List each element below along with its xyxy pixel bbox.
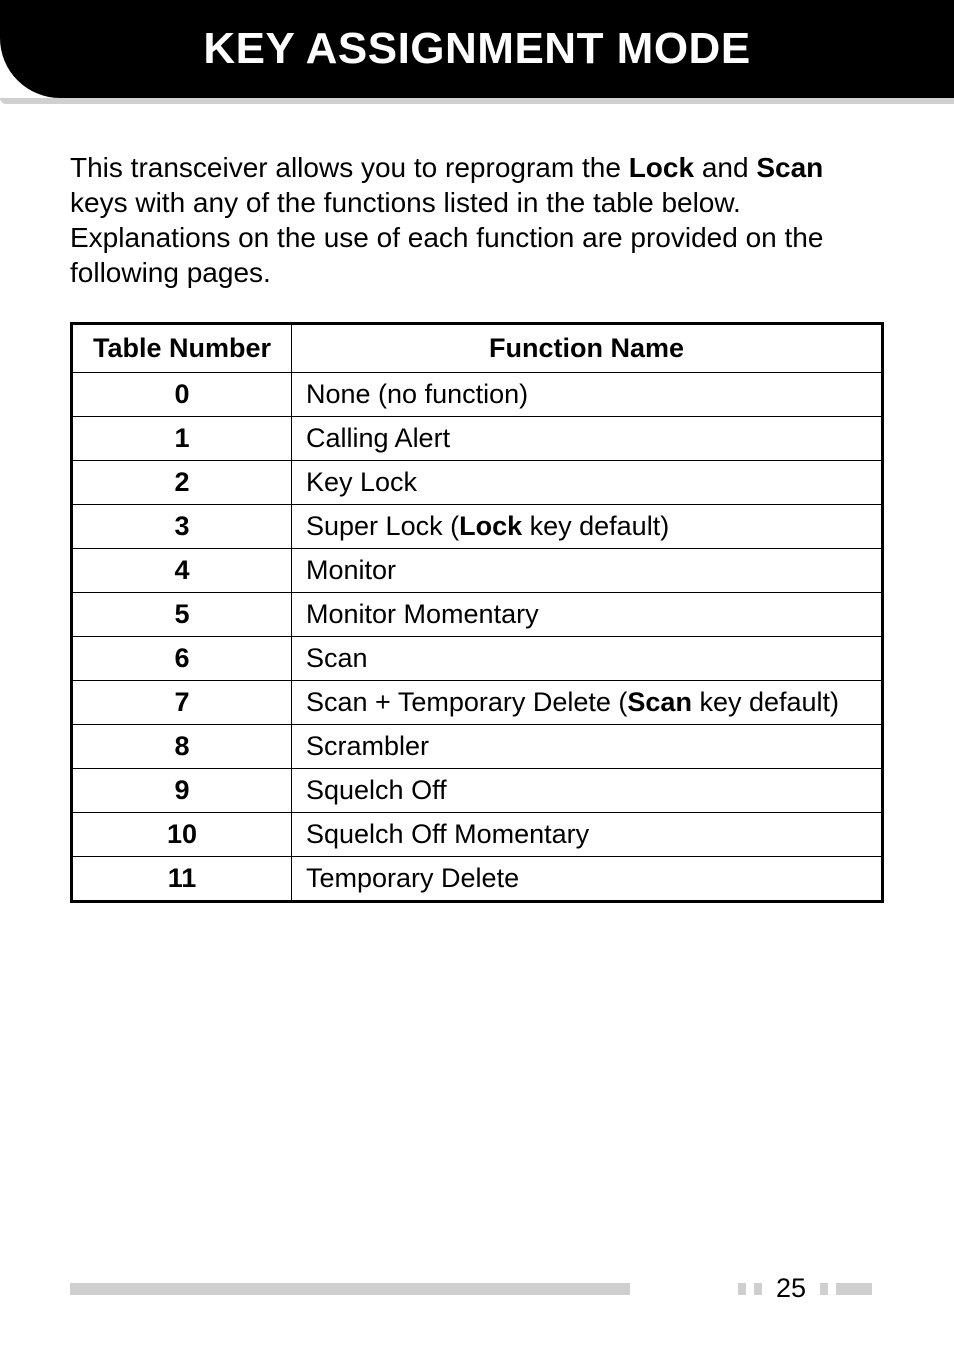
footer-ticks-right <box>820 1283 872 1295</box>
table-cell-number: 6 <box>72 637 292 681</box>
table-cell-number: 7 <box>72 681 292 725</box>
table-row: 2 Key Lock <box>72 461 883 505</box>
table-row: 9 Squelch Off <box>72 769 883 813</box>
table-cell-name: Monitor Momentary <box>292 593 883 637</box>
table-row: 3 Super Lock (Lock key default) <box>72 505 883 549</box>
table-row: 1 Calling Alert <box>72 417 883 461</box>
cell-text: Calling Alert <box>306 423 450 453</box>
intro-text: and <box>694 152 756 183</box>
table-row: 0 None (no function) <box>72 373 883 417</box>
table-cell-name: Scan + Temporary Delete (Scan key defaul… <box>292 681 883 725</box>
footer-tick-icon <box>836 1283 872 1295</box>
table-cell-name: Scrambler <box>292 725 883 769</box>
footer-rule <box>70 1283 630 1295</box>
table-cell-number: 3 <box>72 505 292 549</box>
intro-bold-scan: Scan <box>756 152 823 183</box>
function-table: Table Number Function Name 0 None (no fu… <box>70 322 884 903</box>
table-cell-name: Squelch Off <box>292 769 883 813</box>
cell-text: key default) <box>692 687 839 717</box>
page-number: 25 <box>776 1273 806 1304</box>
cell-text: key default) <box>522 511 669 541</box>
page-content: This transceiver allows you to reprogram… <box>0 98 954 903</box>
page-footer: 25 <box>0 1277 954 1301</box>
intro-paragraph: This transceiver allows you to reprogram… <box>70 150 884 290</box>
cell-text: Scrambler <box>306 731 429 761</box>
cell-text: Super Lock ( <box>306 511 459 541</box>
cell-text: Scan <box>306 643 368 673</box>
cell-bold: Scan <box>627 687 692 717</box>
table-cell-name: Temporary Delete <box>292 857 883 902</box>
table-cell-number: 0 <box>72 373 292 417</box>
cell-text: Temporary Delete <box>306 863 519 893</box>
table-row: 6 Scan <box>72 637 883 681</box>
table-cell-name: Calling Alert <box>292 417 883 461</box>
cell-text: None (no function) <box>306 379 528 409</box>
cell-text: Key Lock <box>306 467 417 497</box>
header-band: KEY ASSIGNMENT MODE <box>0 0 954 98</box>
table-row: 4 Monitor <box>72 549 883 593</box>
footer-tick-icon <box>738 1283 746 1295</box>
page-title: KEY ASSIGNMENT MODE <box>203 24 750 74</box>
table-row: 7 Scan + Temporary Delete (Scan key defa… <box>72 681 883 725</box>
table-cell-name: Scan <box>292 637 883 681</box>
table-cell-number: 1 <box>72 417 292 461</box>
cell-bold: Lock <box>459 511 522 541</box>
intro-text: This transceiver allows you to reprogram… <box>70 152 629 183</box>
intro-text: keys with any of the functions listed in… <box>70 187 823 288</box>
cell-text: Monitor Momentary <box>306 599 539 629</box>
footer-tick-icon <box>754 1283 762 1295</box>
table-row: 5 Monitor Momentary <box>72 593 883 637</box>
table-cell-number: 8 <box>72 725 292 769</box>
table-cell-name: Key Lock <box>292 461 883 505</box>
table-cell-name: Monitor <box>292 549 883 593</box>
cell-text: Monitor <box>306 555 396 585</box>
table-row: 10 Squelch Off Momentary <box>72 813 883 857</box>
footer-tick-icon <box>820 1283 828 1295</box>
table-row: 8 Scrambler <box>72 725 883 769</box>
cell-text: Squelch Off Momentary <box>306 819 589 849</box>
table-row: 11 Temporary Delete <box>72 857 883 902</box>
table-cell-name: Squelch Off Momentary <box>292 813 883 857</box>
table-cell-number: 9 <box>72 769 292 813</box>
table-cell-number: 11 <box>72 857 292 902</box>
table-cell-number: 2 <box>72 461 292 505</box>
cell-text: Scan + Temporary Delete ( <box>306 687 627 717</box>
table-cell-number: 4 <box>72 549 292 593</box>
table-cell-number: 10 <box>72 813 292 857</box>
table-header-number: Table Number <box>72 324 292 373</box>
table-cell-name: Super Lock (Lock key default) <box>292 505 883 549</box>
table-header-function: Function Name <box>292 324 883 373</box>
table-header-row: Table Number Function Name <box>72 324 883 373</box>
intro-bold-lock: Lock <box>629 152 694 183</box>
cell-text: Squelch Off <box>306 775 447 805</box>
table-cell-number: 5 <box>72 593 292 637</box>
table-cell-name: None (no function) <box>292 373 883 417</box>
footer-ticks-left <box>738 1283 762 1295</box>
